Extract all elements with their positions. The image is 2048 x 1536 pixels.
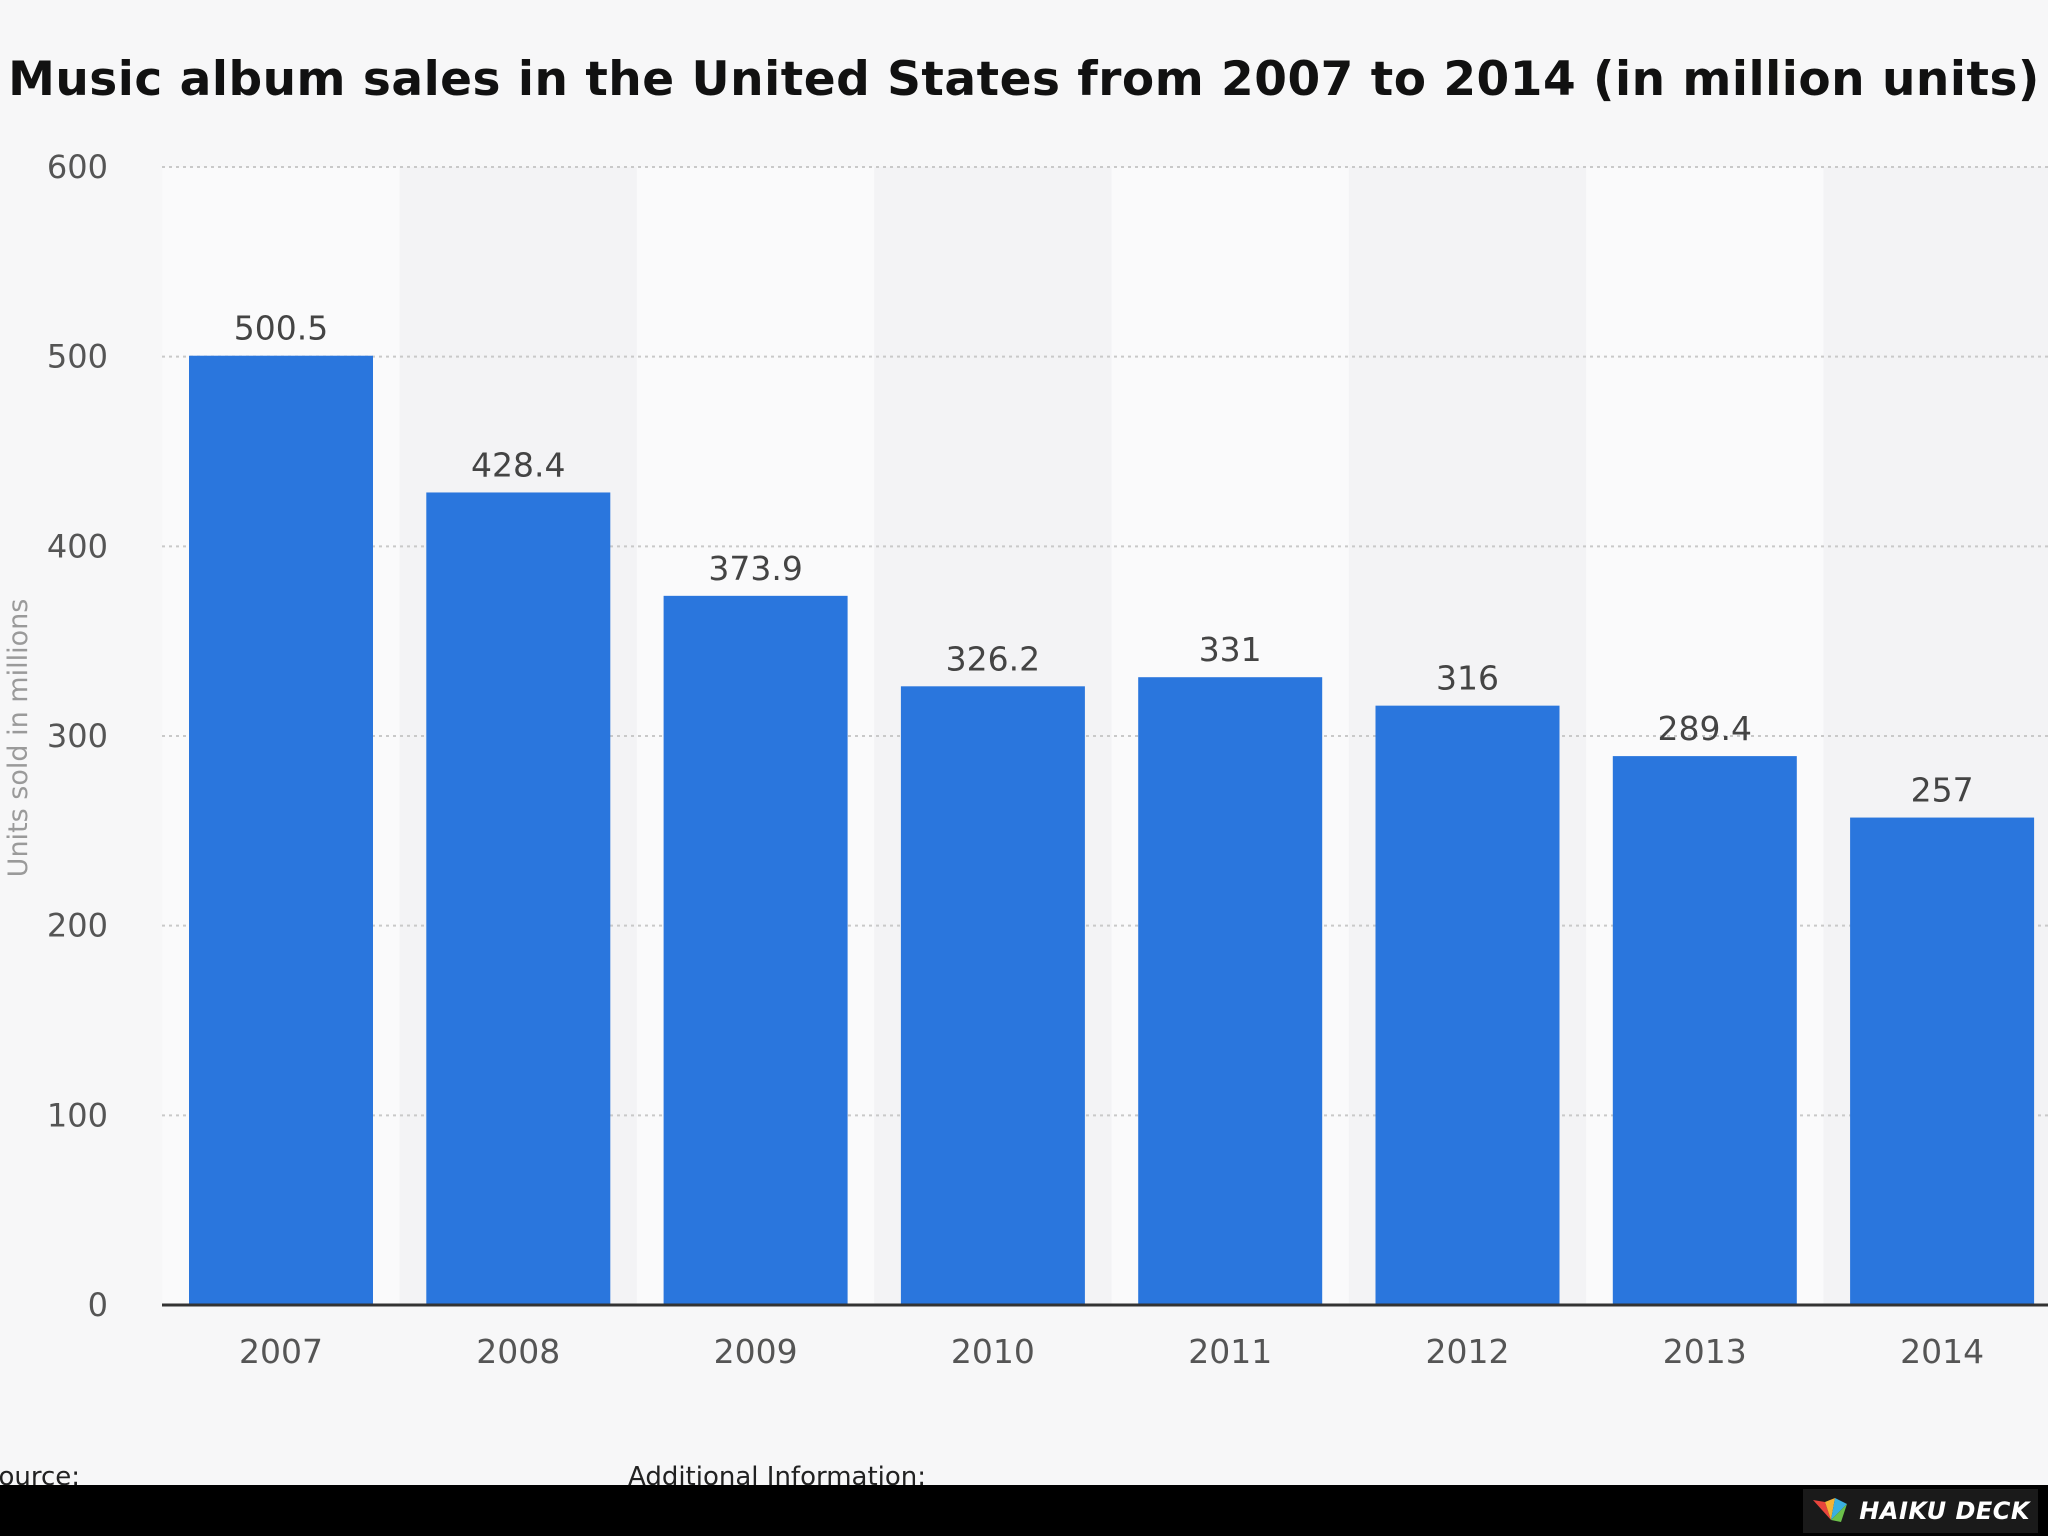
y-tick-label: 200 [47,907,108,945]
x-tick-label: 2007 [239,1332,323,1371]
data-label: 257 [1911,771,1974,810]
chart-title: Music album sales in the United States f… [8,52,2040,107]
data-label: 373.9 [708,549,802,588]
x-tick-label: 2013 [1663,1332,1747,1371]
y-tick-label: 300 [47,717,108,755]
bar[interactable] [1612,756,1797,1305]
data-label: 326.2 [946,639,1040,678]
y-tick-label: 0 [88,1286,108,1324]
x-tick-label: 2012 [1426,1332,1510,1371]
footer-bar [0,1485,2048,1536]
data-label: 289.4 [1658,709,1752,748]
data-label: 331 [1199,630,1262,669]
bar[interactable] [189,355,373,1305]
x-tick-label: 2011 [1188,1332,1272,1371]
bar[interactable] [663,595,848,1305]
bar[interactable] [426,492,611,1305]
haiku-deck-bird-icon [1813,1498,1848,1522]
source-label: Source: [0,1462,81,1485]
additional-information-label: Additional Information: [628,1462,927,1485]
bars [189,355,2035,1305]
bar[interactable] [1138,677,1323,1305]
y-tick-label: 400 [47,527,108,565]
data-label: 316 [1436,659,1499,698]
y-axis-title: Units sold in millions [3,599,34,878]
x-tick-label: 2014 [1900,1332,1984,1371]
x-tick-label: 2009 [714,1332,798,1371]
bar[interactable] [900,686,1085,1305]
y-tick-label: 500 [47,338,108,376]
haiku-deck-logo[interactable]: HAIKU DECK [1803,1489,2038,1533]
y-tick-label: 600 [47,148,108,186]
bar[interactable] [1375,705,1560,1305]
brand-text: HAIKU DECK [1859,1497,2030,1525]
x-tick-label: 2008 [476,1332,560,1371]
y-axis-ticks: 0 100 200 300 400 500 600 [47,148,108,1324]
x-axis-ticks: 2007 2008 2009 2010 2011 2012 2013 2014 [239,1332,1984,1371]
y-tick-label: 100 [47,1096,108,1134]
data-labels: 500.5 428.4 373.9 326.2 331 316 289.4 257 [234,309,1974,810]
data-label: 428.4 [471,445,565,484]
x-tick-label: 2010 [951,1332,1035,1371]
bar[interactable] [1850,817,2035,1305]
data-label: 500.5 [234,309,328,348]
